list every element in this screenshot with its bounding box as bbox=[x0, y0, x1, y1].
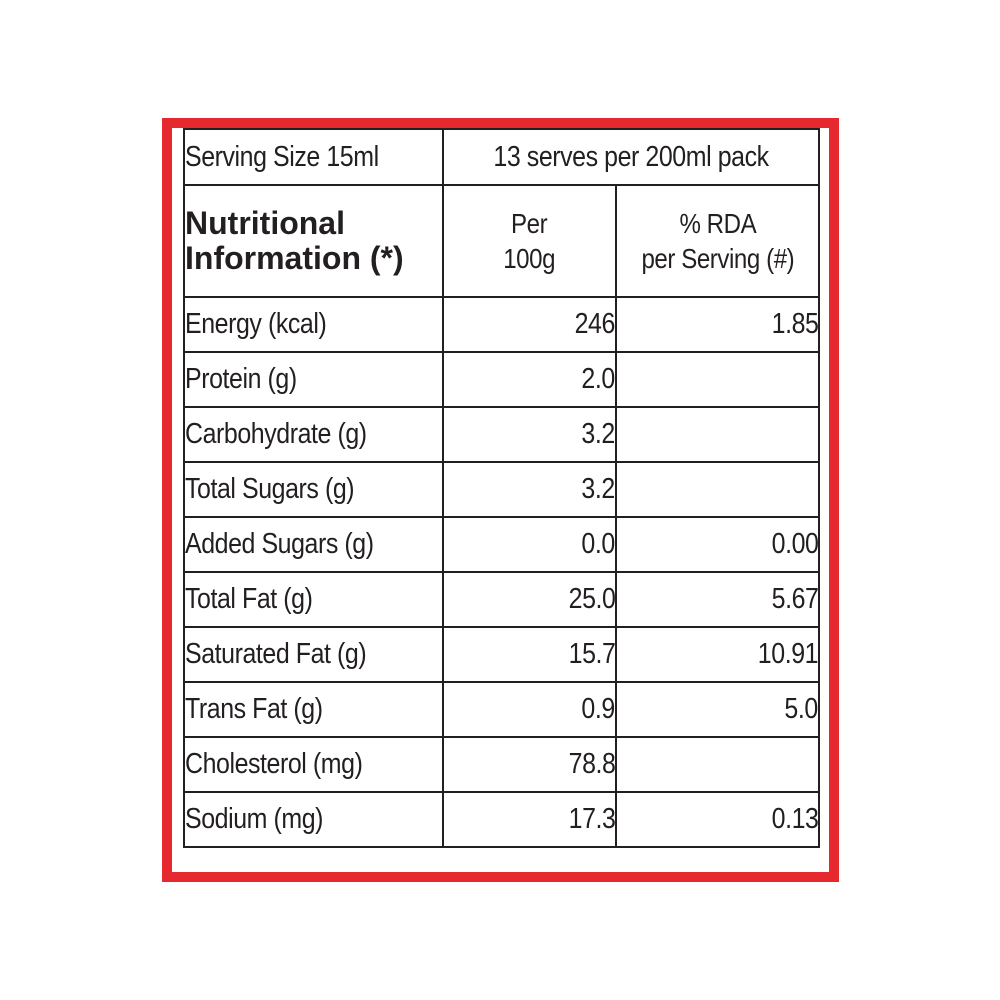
rda-value: 0.13 bbox=[771, 803, 818, 836]
nutrient-row: Carbohydrate (g) 3.2 bbox=[183, 406, 820, 463]
rda-cell bbox=[615, 406, 820, 463]
rda-cell bbox=[615, 461, 820, 518]
nutrition-label-frame: Serving Size 15ml 13 serves per 200ml pa… bbox=[162, 118, 839, 882]
per-heading-line1: Per bbox=[511, 208, 548, 239]
rda-heading-cell: % RDA per Serving (#) bbox=[615, 184, 820, 298]
nutrient-label-cell: Saturated Fat (g) bbox=[183, 626, 444, 683]
per-100g-cell: 78.8 bbox=[442, 736, 617, 793]
nutrient-label-cell: Protein (g) bbox=[183, 351, 444, 408]
rda-heading: % RDA per Serving (#) bbox=[641, 206, 794, 276]
per-100g-value: 3.2 bbox=[581, 418, 616, 451]
nutrient-label: Total Fat (g) bbox=[185, 583, 313, 616]
serving-size-cell: Serving Size 15ml bbox=[183, 128, 444, 186]
per-100g-cell: 0.9 bbox=[442, 681, 617, 738]
rda-cell: 5.67 bbox=[615, 571, 820, 628]
per-100g-value: 15.7 bbox=[568, 638, 615, 671]
rda-cell: 0.13 bbox=[615, 791, 820, 848]
rda-value: 0.00 bbox=[771, 528, 818, 561]
serving-size: Serving Size 15ml bbox=[185, 140, 379, 173]
per-100g-value: 246 bbox=[574, 308, 616, 341]
rda-value: 10.91 bbox=[757, 638, 819, 671]
nutrition-heading: Nutritional Information (*) bbox=[185, 206, 404, 275]
nutrient-label: Energy (kcal) bbox=[185, 308, 327, 341]
per-100g-cell: 246 bbox=[442, 296, 617, 353]
per-100g-value: 0.0 bbox=[581, 528, 616, 561]
nutrient-row: Cholesterol (mg) 78.8 bbox=[183, 736, 820, 793]
nutrient-label-cell: Added Sugars (g) bbox=[183, 516, 444, 573]
per-100g-cell: 25.0 bbox=[442, 571, 617, 628]
per-100g-cell: 2.0 bbox=[442, 351, 617, 408]
nutrient-label-cell: Cholesterol (mg) bbox=[183, 736, 444, 793]
nutrition-label: Serving Size 15ml 13 serves per 200ml pa… bbox=[172, 128, 829, 872]
nutrient-rows: Energy (kcal) 246 1.85 Protein (g) 2.0 Carboh… bbox=[183, 296, 820, 848]
nutrient-row: Total Fat (g) 25.0 5.67 bbox=[183, 571, 820, 628]
serves-per-pack: 13 serves per 200ml pack bbox=[493, 140, 769, 173]
nutrition-heading-line2: Information (*) bbox=[185, 240, 404, 276]
per-heading-line2: 100g bbox=[503, 243, 556, 274]
rda-heading-line1: % RDA bbox=[679, 208, 756, 239]
nutrition-heading-cell: Nutritional Information (*) bbox=[183, 184, 444, 298]
rda-heading-line2: per Serving (#) bbox=[641, 243, 794, 274]
nutrient-row: Sodium (mg) 17.3 0.13 bbox=[183, 791, 820, 848]
per-100g-heading: Per 100g bbox=[504, 206, 556, 276]
per-100g-cell: 15.7 bbox=[442, 626, 617, 683]
per-100g-heading-cell: Per 100g bbox=[442, 184, 617, 298]
nutrient-label: Total Sugars (g) bbox=[185, 473, 355, 506]
per-100g-cell: 17.3 bbox=[442, 791, 617, 848]
serving-row: Serving Size 15ml 13 serves per 200ml pa… bbox=[183, 128, 820, 186]
nutrient-label-cell: Sodium (mg) bbox=[183, 791, 444, 848]
header-row: Nutritional Information (*) Per 100g % R… bbox=[183, 184, 820, 298]
nutrient-label-cell: Trans Fat (g) bbox=[183, 681, 444, 738]
per-100g-value: 0.9 bbox=[581, 693, 616, 726]
rda-cell: 1.85 bbox=[615, 296, 820, 353]
rda-value: 5.67 bbox=[771, 583, 818, 616]
nutrient-label: Cholesterol (mg) bbox=[185, 748, 363, 781]
nutrient-label-cell: Total Fat (g) bbox=[183, 571, 444, 628]
nutrient-row: Added Sugars (g) 0.0 0.00 bbox=[183, 516, 820, 573]
nutrient-label-cell: Carbohydrate (g) bbox=[183, 406, 444, 463]
nutrient-label: Trans Fat (g) bbox=[185, 693, 323, 726]
nutrient-label: Protein (g) bbox=[185, 363, 297, 396]
rda-cell: 0.00 bbox=[615, 516, 820, 573]
rda-cell: 10.91 bbox=[615, 626, 820, 683]
nutrient-row: Saturated Fat (g) 15.7 10.91 bbox=[183, 626, 820, 683]
per-100g-value: 3.2 bbox=[581, 473, 616, 506]
nutrient-label-cell: Total Sugars (g) bbox=[183, 461, 444, 518]
serves-per-pack-cell: 13 serves per 200ml pack bbox=[442, 128, 820, 186]
per-100g-cell: 0.0 bbox=[442, 516, 617, 573]
nutrition-heading-line1: Nutritional bbox=[185, 205, 345, 242]
nutrient-row: Total Sugars (g) 3.2 bbox=[183, 461, 820, 518]
per-100g-cell: 3.2 bbox=[442, 406, 617, 463]
nutrient-row: Protein (g) 2.0 bbox=[183, 351, 820, 408]
rda-cell: 5.0 bbox=[615, 681, 820, 738]
nutrient-row: Trans Fat (g) 0.9 5.0 bbox=[183, 681, 820, 738]
nutrient-label: Sodium (mg) bbox=[185, 803, 324, 836]
per-100g-value: 25.0 bbox=[568, 583, 615, 616]
nutrient-label-cell: Energy (kcal) bbox=[183, 296, 444, 353]
nutrient-label: Carbohydrate (g) bbox=[185, 418, 367, 451]
nutrient-row: Energy (kcal) 246 1.85 bbox=[183, 296, 820, 353]
rda-value: 5.0 bbox=[784, 693, 819, 726]
per-100g-value: 2.0 bbox=[581, 363, 616, 396]
per-100g-value: 17.3 bbox=[568, 803, 615, 836]
nutrient-label: Saturated Fat (g) bbox=[185, 638, 367, 671]
per-100g-cell: 3.2 bbox=[442, 461, 617, 518]
nutrition-table: Serving Size 15ml 13 serves per 200ml pa… bbox=[183, 128, 820, 848]
rda-value: 1.85 bbox=[771, 308, 818, 341]
rda-cell bbox=[615, 351, 820, 408]
per-100g-value: 78.8 bbox=[568, 748, 615, 781]
rda-cell bbox=[615, 736, 820, 793]
nutrient-label: Added Sugars (g) bbox=[185, 528, 374, 561]
